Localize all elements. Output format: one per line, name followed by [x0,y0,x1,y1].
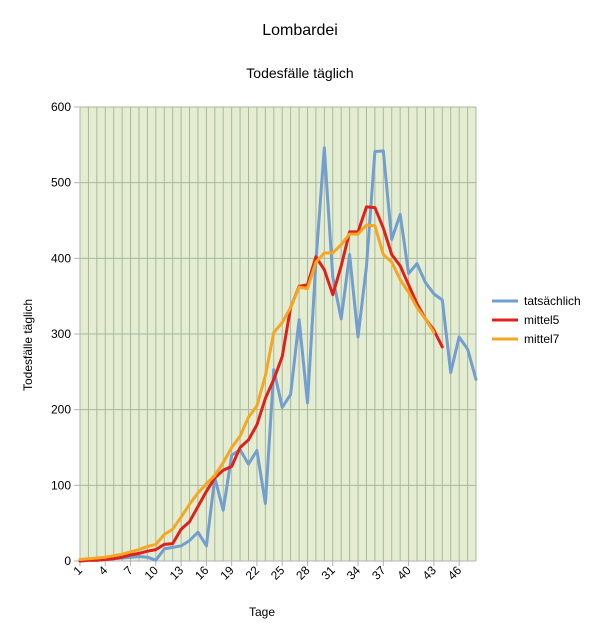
legend-label: mittel7 [524,332,560,346]
x-tick-label: 43 [420,563,440,583]
x-tick-label: 34 [344,563,364,583]
x-tick-label: 25 [268,563,288,583]
y-axis-label: Todesfälle täglich [21,298,35,392]
x-tick-label: 22 [243,563,263,583]
x-tick-label: 40 [394,563,414,583]
x-tick-label: 19 [217,563,237,583]
legend-label: tatsächlich [524,294,581,308]
y-tick-label: 200 [51,403,71,417]
series-line-3 [78,223,436,561]
y-tick-label: 300 [51,327,71,341]
x-tick-label: 46 [445,563,465,583]
x-tick-label: 28 [293,563,313,583]
x-tick-label: 37 [369,563,389,583]
y-tick-label: 100 [51,478,71,492]
x-tick-label: 13 [167,563,187,583]
chart-title: Lombardei [262,22,338,39]
series-line-1 [78,146,478,563]
x-tick-label: 10 [142,563,162,583]
legend-label: mittel5 [524,313,560,327]
x-tick-label: 31 [319,563,339,583]
x-tick-label: 16 [192,563,212,583]
x-tick-label: 1 [70,563,85,578]
y-tick-label: 400 [51,251,71,265]
y-tick-label: 500 [51,176,71,190]
chart-subtitle: Todesfälle täglich [246,65,354,81]
y-tick-label: 0 [64,554,71,568]
x-tick-label: 7 [121,563,136,578]
y-tick-label: 600 [51,100,71,114]
x-axis-label: Tage [248,605,276,619]
series-line-2 [78,205,444,563]
x-tick-label: 4 [96,563,111,578]
